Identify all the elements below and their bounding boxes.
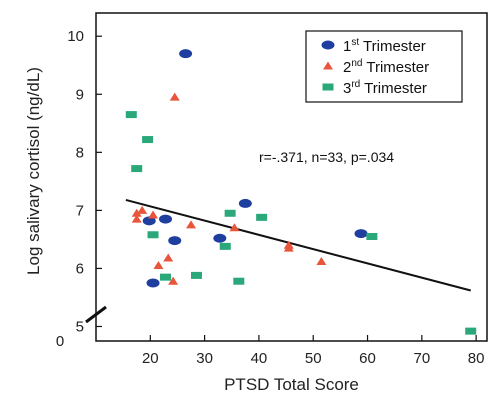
stats-annotation: r=-.371, n=33, p=.034 (259, 149, 394, 165)
legend-label: 3rd Trimester (343, 79, 427, 97)
data-point-square (190, 271, 202, 279)
y-tick-label: 9 (76, 86, 84, 103)
data-point-triangle (169, 92, 180, 101)
data-point-triangle (131, 208, 142, 217)
data-point-square (131, 165, 143, 173)
legend-label: 2nd Trimester (343, 58, 429, 76)
data-point-ellipse (213, 233, 227, 243)
data-point-square (160, 273, 172, 281)
y-tick-label: 6 (76, 260, 84, 277)
legend-label: 1st Trimester (343, 37, 426, 55)
data-point-triangle (148, 210, 159, 219)
data-point-triangle (163, 253, 174, 262)
x-tick-label: 20 (142, 350, 159, 367)
y-tick-label: 8 (76, 144, 84, 161)
data-point-ellipse (142, 216, 156, 226)
data-point-ellipse (238, 198, 252, 208)
x-tick-label: 40 (251, 350, 268, 367)
data-points (125, 49, 477, 335)
x-axis-title: PTSD Total Score (224, 375, 359, 394)
x-axis-ticks: 20 30 40 50 60 70 80 (142, 335, 485, 367)
x-tick-label: 60 (359, 350, 376, 367)
data-point-triangle (283, 243, 294, 252)
data-point-ellipse (179, 49, 193, 59)
data-point-square (224, 209, 236, 217)
data-point-square (125, 111, 137, 119)
y-tick-label: 5 (76, 318, 84, 335)
data-point-triangle (186, 220, 197, 229)
data-point-square (219, 242, 231, 250)
data-point-square (233, 277, 245, 285)
plot-area: 20 30 40 50 60 70 80 5 6 7 8 9 10 (67, 12, 488, 367)
plot-frame (95, 12, 488, 342)
y-axis-ticks: 5 6 7 8 9 10 (67, 28, 102, 335)
data-point-square (465, 327, 477, 335)
data-point-ellipse (159, 214, 173, 224)
legend-marker-ellipse (321, 40, 335, 50)
x-tick-label: 50 (305, 350, 322, 367)
data-point-triangle (131, 214, 142, 223)
x-tick-label: 80 (468, 350, 485, 367)
data-point-ellipse (168, 236, 182, 246)
data-point-square (142, 136, 154, 144)
legend-marker-square (322, 83, 334, 91)
legend-marker-triangle (323, 61, 333, 70)
legend-items: 1st Trimester 2nd Trimester 3rd Trimester (321, 37, 429, 97)
y-tick-label: 7 (76, 202, 84, 219)
axis-break-mark (85, 305, 107, 324)
data-point-triangle (229, 223, 240, 232)
data-point-triangle (316, 256, 327, 265)
x-tick-label: 70 (413, 350, 430, 367)
data-point-square (147, 231, 159, 239)
data-point-triangle (168, 276, 179, 285)
data-point-triangle (153, 261, 164, 270)
data-point-triangle (137, 205, 148, 214)
regression-line (125, 198, 471, 292)
y-origin-label: 0 (56, 333, 64, 350)
data-point-square (256, 213, 268, 221)
y-tick-label: 10 (67, 28, 84, 45)
data-point-ellipse (354, 229, 368, 239)
legend: 1st Trimester 2nd Trimester 3rd Trimester (305, 30, 463, 103)
axis-break-stroke (85, 305, 107, 324)
data-point-square (366, 233, 378, 241)
y-axis-title: Log salivary cortisol (ng/dL) (24, 67, 43, 275)
data-point-ellipse (146, 278, 160, 288)
x-tick-label: 30 (196, 350, 213, 367)
